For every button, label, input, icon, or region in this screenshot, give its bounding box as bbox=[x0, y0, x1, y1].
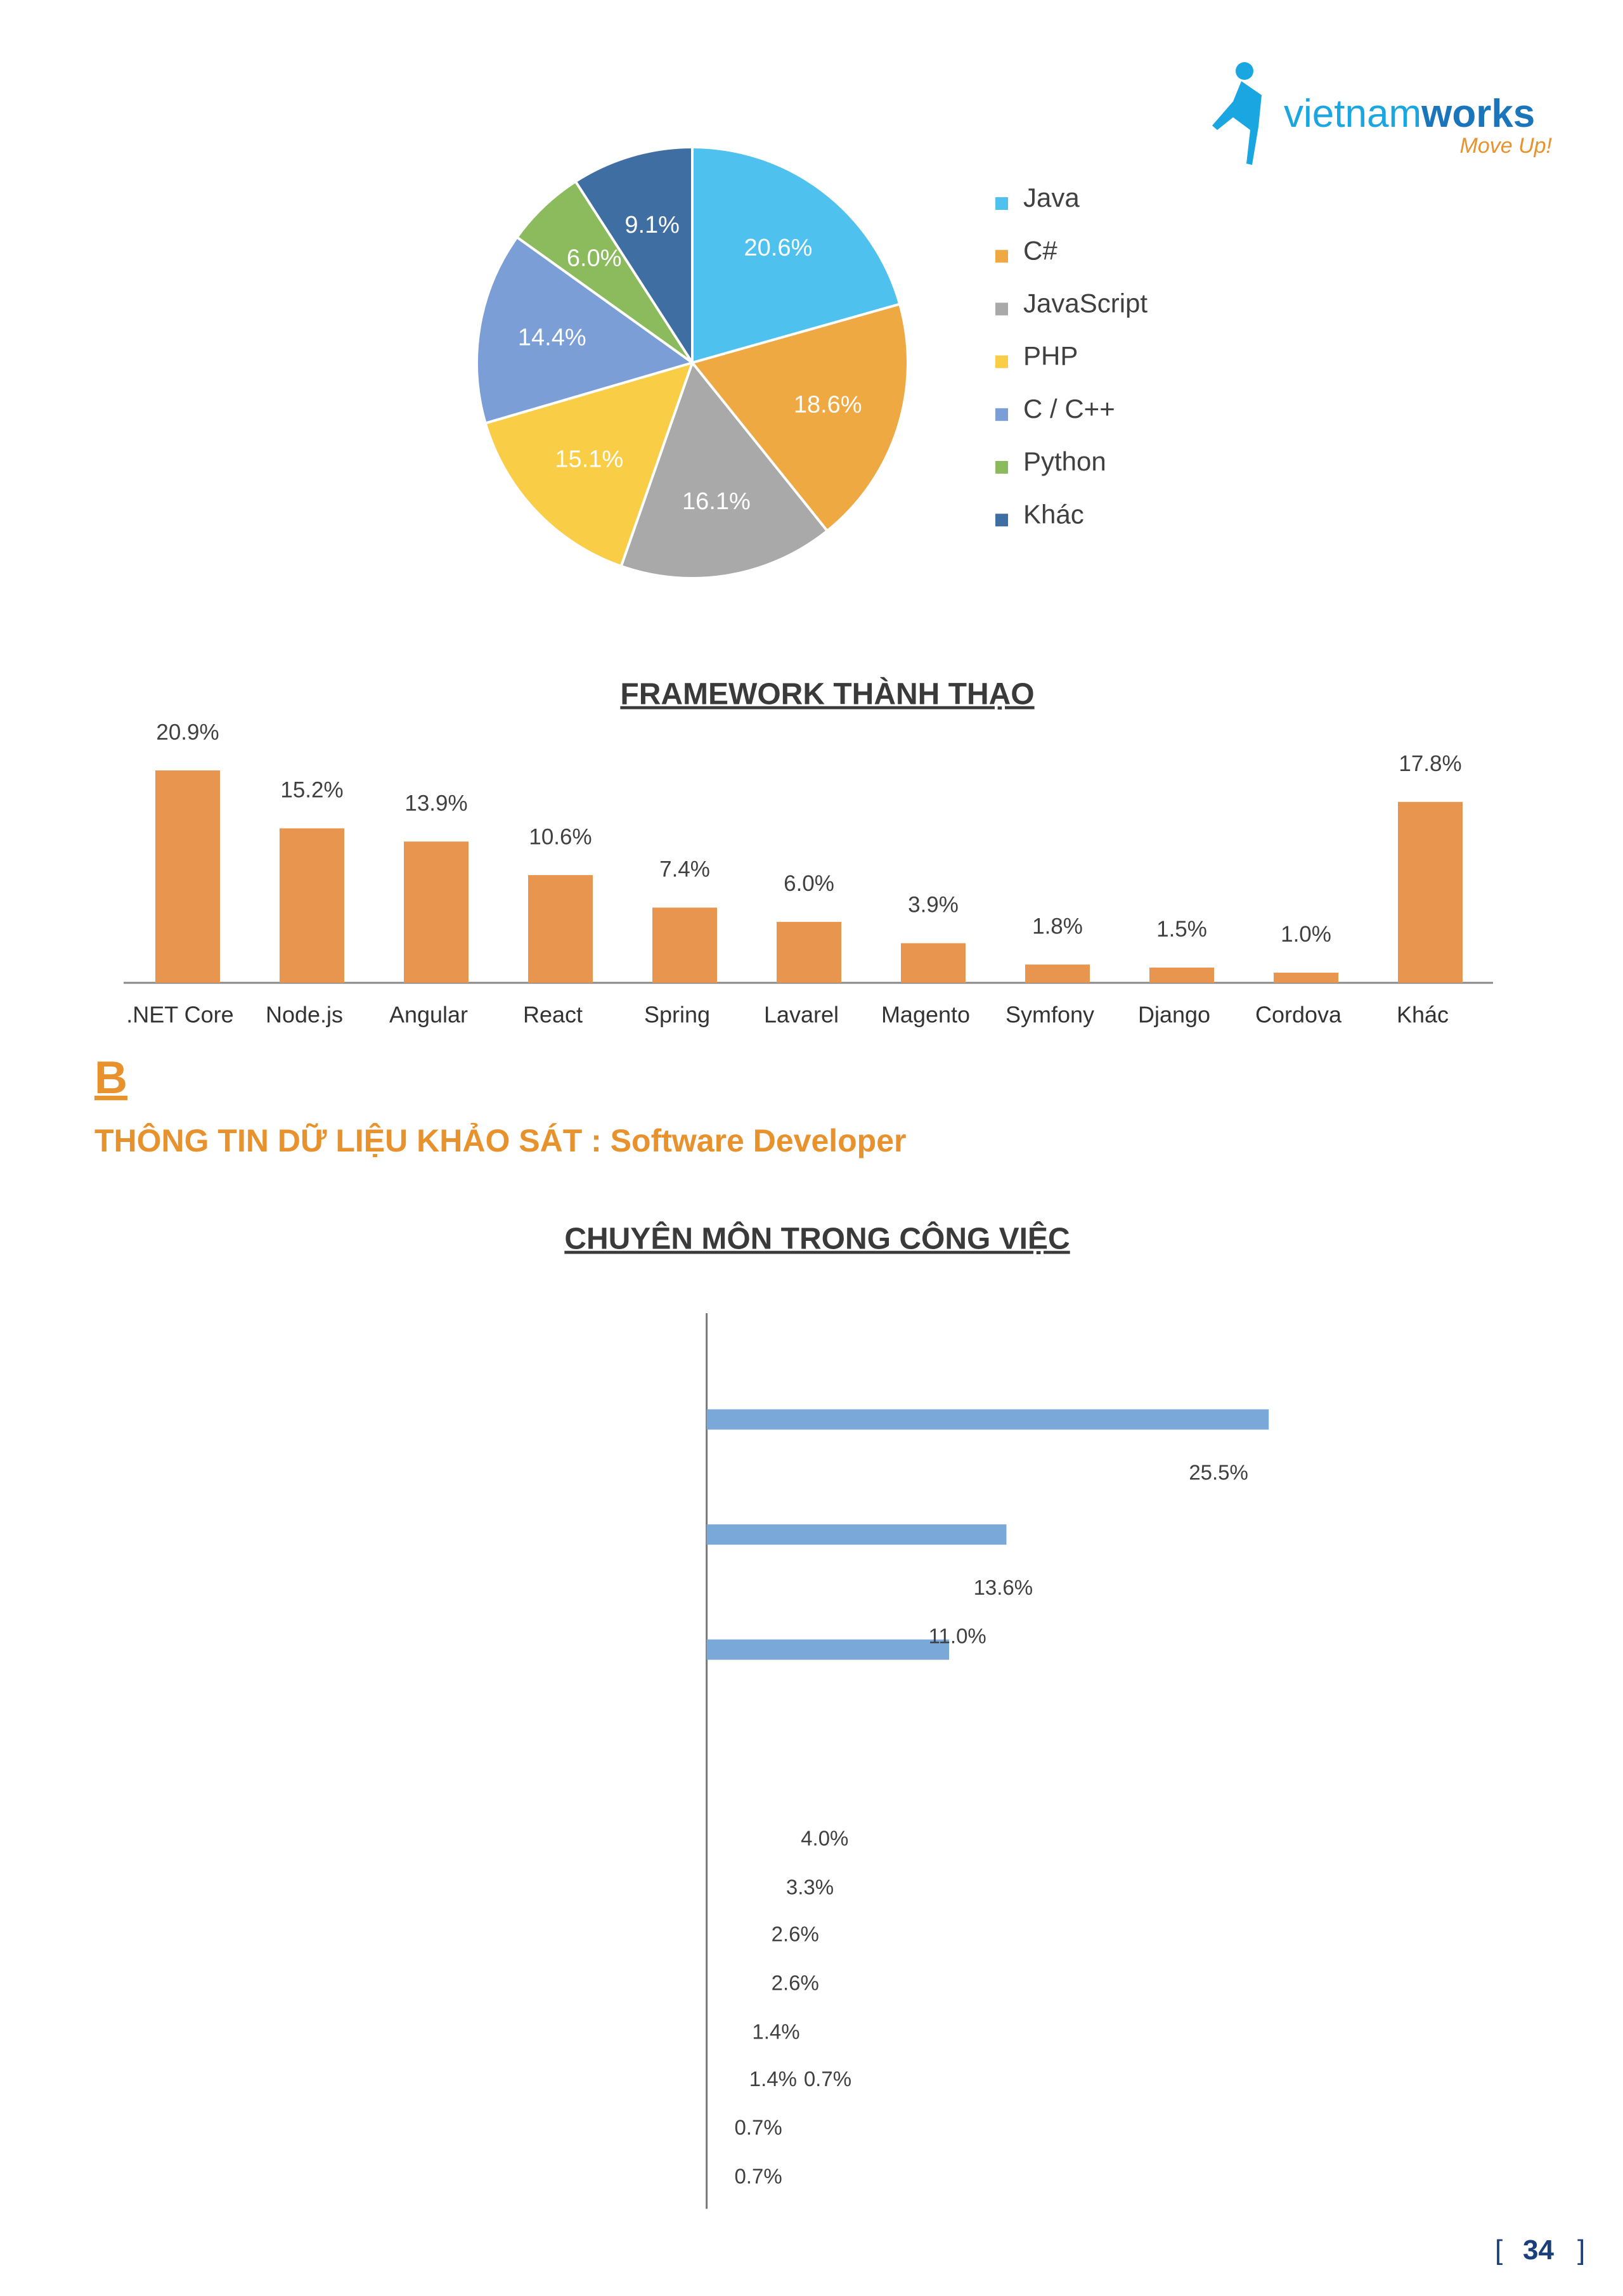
data-label: 15.2% bbox=[280, 778, 343, 803]
data-label: 1.4% bbox=[752, 2020, 799, 2043]
data-label: 1.8% bbox=[1032, 914, 1083, 938]
data-label: 16.1% bbox=[682, 488, 751, 515]
bar bbox=[1398, 801, 1463, 983]
legend-swatch bbox=[995, 461, 1008, 474]
bar bbox=[707, 2178, 722, 2179]
data-label: 1.0% bbox=[1281, 922, 1331, 947]
page-number: [ 34 ] bbox=[1495, 2234, 1585, 2266]
x-tick-label: Magento bbox=[881, 1002, 970, 1028]
legend-swatch bbox=[995, 250, 1008, 263]
bar bbox=[706, 1524, 1007, 1545]
legend-swatch bbox=[995, 197, 1008, 210]
legend-label: Khác bbox=[1023, 499, 1084, 529]
pie-slice bbox=[619, 360, 829, 580]
bar bbox=[155, 770, 220, 983]
x-tick-label: Khác bbox=[1397, 1002, 1449, 1028]
data-label: 14.4% bbox=[518, 324, 586, 351]
legend-label: Python bbox=[1023, 446, 1106, 476]
data-label: 2.6% bbox=[772, 1923, 819, 1946]
x-tick-label: Django bbox=[1138, 1002, 1210, 1028]
data-label: 15.1% bbox=[555, 446, 623, 473]
bar bbox=[706, 1409, 1269, 1430]
data-label: 9.1% bbox=[624, 212, 680, 238]
data-label: 13.6% bbox=[974, 1576, 1033, 1599]
data-label: 0.7% bbox=[734, 2164, 782, 2188]
bar bbox=[1149, 967, 1214, 983]
brand-bold: works bbox=[1421, 92, 1535, 136]
x-tick-label: React bbox=[523, 1002, 583, 1028]
legend-swatch bbox=[995, 302, 1008, 316]
chart-title: FRAMEWORK THÀNH THẠO bbox=[620, 677, 1034, 711]
data-label: 1.5% bbox=[1156, 917, 1207, 942]
data-label: 20.9% bbox=[156, 720, 219, 744]
data-label: 18.6% bbox=[794, 391, 862, 418]
bar bbox=[901, 943, 966, 983]
legend-label: JavaScript bbox=[1023, 288, 1148, 318]
legend-swatch bbox=[995, 408, 1008, 421]
legend-label: Java bbox=[1023, 183, 1080, 212]
brand-light: vietnam bbox=[1284, 92, 1421, 136]
pie-slice bbox=[691, 145, 902, 365]
x-tick-label: Cordova bbox=[1255, 1002, 1342, 1028]
slogan: Move Up! bbox=[1460, 134, 1553, 158]
data-label: 0.7% bbox=[804, 2067, 851, 2091]
bar bbox=[404, 841, 469, 983]
section-title: THÔNG TIN DỮ LIỆU KHẢO SÁT : Software De… bbox=[94, 1122, 907, 1158]
legend-label: C# bbox=[1023, 235, 1057, 265]
bar bbox=[652, 907, 717, 983]
legend-swatch bbox=[995, 514, 1008, 527]
section-letter: B bbox=[94, 1053, 127, 1103]
pie-slice bbox=[515, 179, 694, 364]
data-label: 3.3% bbox=[786, 1875, 834, 1898]
bar bbox=[1025, 964, 1090, 983]
legend-label: PHP bbox=[1023, 341, 1078, 371]
pie-slice bbox=[574, 145, 694, 367]
data-label: 6.0% bbox=[784, 871, 834, 896]
bar bbox=[706, 1639, 950, 1660]
bar bbox=[707, 1840, 795, 1841]
data-label: 0.7% bbox=[734, 2116, 782, 2139]
bracket: ] bbox=[1577, 2234, 1585, 2266]
pie-slice bbox=[690, 302, 909, 533]
legend-label: C / C++ bbox=[1023, 394, 1115, 424]
bar bbox=[707, 1889, 780, 1890]
data-label: 1.4% bbox=[749, 2067, 797, 2091]
data-label: 20.6% bbox=[744, 235, 813, 261]
logo: vietnamworks Move Up! bbox=[1212, 62, 1553, 165]
x-tick-label: .NET Core bbox=[126, 1002, 233, 1028]
data-label: 10.6% bbox=[529, 824, 592, 849]
data-label: 3.9% bbox=[908, 893, 959, 918]
x-tick-label: Node.js bbox=[266, 1002, 343, 1028]
brand: vietnamworks bbox=[1284, 92, 1535, 136]
bar bbox=[1274, 972, 1338, 983]
data-label: 25.5% bbox=[1189, 1460, 1248, 1484]
pie-slice bbox=[484, 360, 695, 568]
pie-slice bbox=[475, 235, 695, 425]
page-number-value: 34 bbox=[1523, 2234, 1554, 2266]
data-label: 2.6% bbox=[772, 1971, 819, 1995]
bar bbox=[707, 2129, 722, 2130]
chart-title: CHUYÊN MÔN TRONG CÔNG VIỆC bbox=[564, 1221, 1070, 1256]
bar bbox=[707, 2080, 722, 2081]
data-label: 11.0% bbox=[929, 1625, 986, 1648]
x-tick-label: Angular bbox=[389, 1002, 468, 1028]
bar bbox=[777, 921, 841, 983]
bar bbox=[280, 828, 344, 983]
x-tick-label: Symfony bbox=[1005, 1002, 1094, 1028]
data-label: 6.0% bbox=[567, 245, 622, 272]
bar bbox=[707, 2033, 738, 2034]
legend-swatch bbox=[995, 355, 1008, 368]
bar bbox=[528, 875, 593, 983]
x-tick-label: Lavarel bbox=[764, 1002, 839, 1028]
data-label: 7.4% bbox=[659, 857, 710, 882]
data-label: 4.0% bbox=[801, 1826, 848, 1850]
logo-icon bbox=[1236, 62, 1253, 80]
x-tick-label: Spring bbox=[644, 1002, 710, 1028]
logo-icon bbox=[1212, 81, 1262, 165]
data-label: 13.9% bbox=[404, 791, 467, 815]
data-label: 17.8% bbox=[1399, 751, 1461, 776]
bracket: [ bbox=[1495, 2234, 1503, 2266]
